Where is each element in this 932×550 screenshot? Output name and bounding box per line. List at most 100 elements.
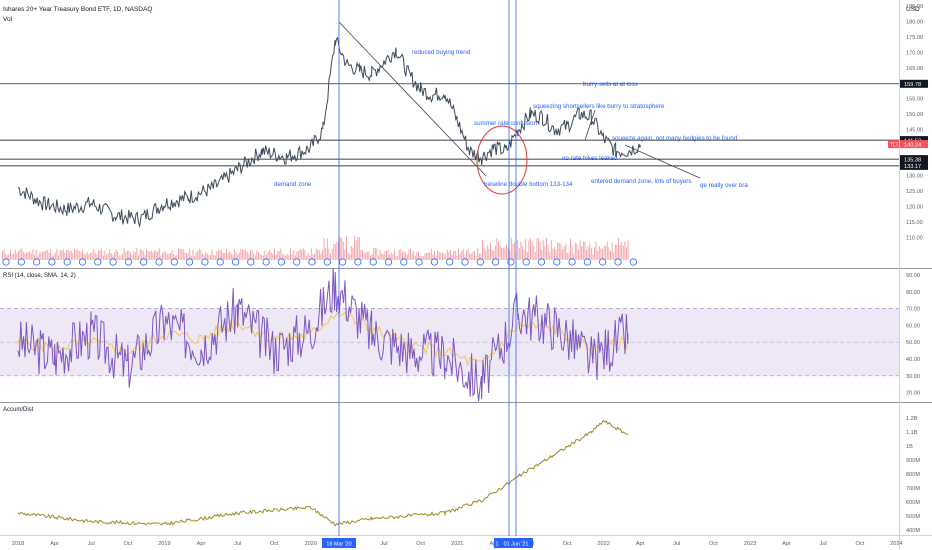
volume-bar xyxy=(266,254,267,260)
volume-bar xyxy=(246,251,248,260)
event-icon xyxy=(216,258,224,266)
volume-bar xyxy=(445,255,447,260)
volume-bar xyxy=(50,249,51,260)
volume-bar xyxy=(376,248,378,260)
event-icon xyxy=(614,258,622,266)
volume-bar xyxy=(235,251,237,260)
volume-bar xyxy=(253,253,255,260)
volume-bar xyxy=(494,245,496,260)
annotation-squeezing: squeezing shortsellers like burry to str… xyxy=(533,103,665,110)
time-tick-label: 2019 xyxy=(158,541,170,547)
date-marker-bg xyxy=(322,538,356,548)
event-icon xyxy=(553,258,561,266)
volume-bar xyxy=(626,247,627,260)
event-icon xyxy=(400,258,408,266)
volume-bar xyxy=(346,236,347,260)
volume-bar xyxy=(341,238,343,260)
volume-bar xyxy=(38,253,40,260)
volume-bar xyxy=(410,248,411,260)
volume-bar xyxy=(355,240,357,260)
volume-bar xyxy=(512,243,514,260)
volume-bar xyxy=(539,242,541,260)
volume-bar xyxy=(571,245,573,260)
accum-pane[interactable] xyxy=(0,403,899,535)
volume-bar xyxy=(114,252,115,260)
volume-bar xyxy=(290,248,291,260)
volume-bar xyxy=(326,238,328,260)
squeeze-line xyxy=(584,109,596,141)
volume-bar xyxy=(104,250,106,260)
accum-tick-label: 600M xyxy=(906,500,920,506)
event-icon xyxy=(568,258,576,266)
volume-bar xyxy=(390,252,392,260)
time-tick-label: Jul xyxy=(820,541,827,547)
volume-bar xyxy=(411,253,413,260)
event-icon xyxy=(186,258,194,266)
volume-bar xyxy=(6,255,8,260)
volume-bar xyxy=(419,255,421,260)
annotation-summer-rate: summer rate confusion xyxy=(474,120,537,127)
price-pane[interactable] xyxy=(0,0,899,268)
date-marker-label: 18 Mar '20 xyxy=(326,542,351,548)
event-icon xyxy=(369,258,377,266)
volume-bar xyxy=(301,250,303,260)
vertical-date-markers xyxy=(338,0,517,536)
price-tag-bg xyxy=(900,155,928,164)
price-tick-label: 125.00 xyxy=(906,189,923,195)
symbol-tag-text: TLT xyxy=(890,142,899,148)
accum-tick-label: 700M xyxy=(906,486,920,492)
volume-bar xyxy=(224,252,226,260)
volume-bar xyxy=(483,248,485,260)
volume-bar xyxy=(320,253,322,260)
accum-tick-label: 1.2B xyxy=(906,416,918,422)
volume-bar xyxy=(627,240,629,260)
volume-bar xyxy=(522,246,523,260)
volume-bar xyxy=(606,241,608,260)
event-icon xyxy=(2,258,10,266)
volume-bar xyxy=(475,255,477,260)
volume-bar xyxy=(26,252,27,260)
volume-bar xyxy=(584,241,586,260)
price-axis[interactable]: 110.00115.00120.00125.00130.00135.00140.… xyxy=(906,4,923,241)
volume-bar xyxy=(216,251,218,260)
volume-bar xyxy=(218,249,219,260)
volume-bar xyxy=(128,250,130,260)
volume-bar xyxy=(83,253,85,260)
volume-bar xyxy=(414,255,416,260)
volume-bar xyxy=(282,254,283,260)
price-tick-label: 185.00 xyxy=(906,4,923,10)
time-axis[interactable]: 2018 Apr Jul Oct 2019 Apr Jul Oct 2020 Apr Jul Oct 2… xyxy=(12,538,903,548)
price-tick-label: 120.00 xyxy=(906,205,923,211)
event-icon xyxy=(384,258,393,266)
price-tick-label: 155.00 xyxy=(906,97,923,103)
volume-bar xyxy=(338,242,339,260)
rsi-tick-label: 40.00 xyxy=(906,357,920,363)
volume-bar xyxy=(61,250,63,260)
volume-bar xyxy=(82,250,83,260)
rsi-tick-label: 30.00 xyxy=(906,374,920,380)
volume-bar xyxy=(533,245,535,260)
volume-bar xyxy=(378,255,379,260)
accum-tick-label: 1B xyxy=(906,444,913,450)
volume-bar xyxy=(541,249,543,260)
volume-bar xyxy=(174,255,176,260)
volume-bar xyxy=(370,255,371,260)
volume-bar xyxy=(101,248,103,260)
price-tick-label: 150.00 xyxy=(906,112,923,118)
price-tick-label: 170.00 xyxy=(906,50,923,56)
event-icon xyxy=(323,258,331,266)
volume-bar xyxy=(54,252,56,260)
event-icon xyxy=(338,258,347,266)
volume-bar xyxy=(573,254,575,260)
volume-bar xyxy=(392,254,394,260)
volume-bar xyxy=(112,255,114,260)
volume-bar xyxy=(107,253,109,260)
volume-bar xyxy=(56,249,58,260)
volume-bar xyxy=(190,255,192,260)
volume-bar xyxy=(208,255,210,260)
price-tag-text: 133.17 xyxy=(904,164,921,170)
rsi-axis[interactable]: 20.00 30.00 40.00 50.00 60.00 70.00 80.00 90.00 xyxy=(906,273,920,397)
volume-bar xyxy=(91,251,93,260)
volume-bar xyxy=(358,237,360,260)
accum-axis[interactable]: 400M 500M 600M 700M 800M 900M 1B 1.1B 1.2B xyxy=(906,416,920,534)
